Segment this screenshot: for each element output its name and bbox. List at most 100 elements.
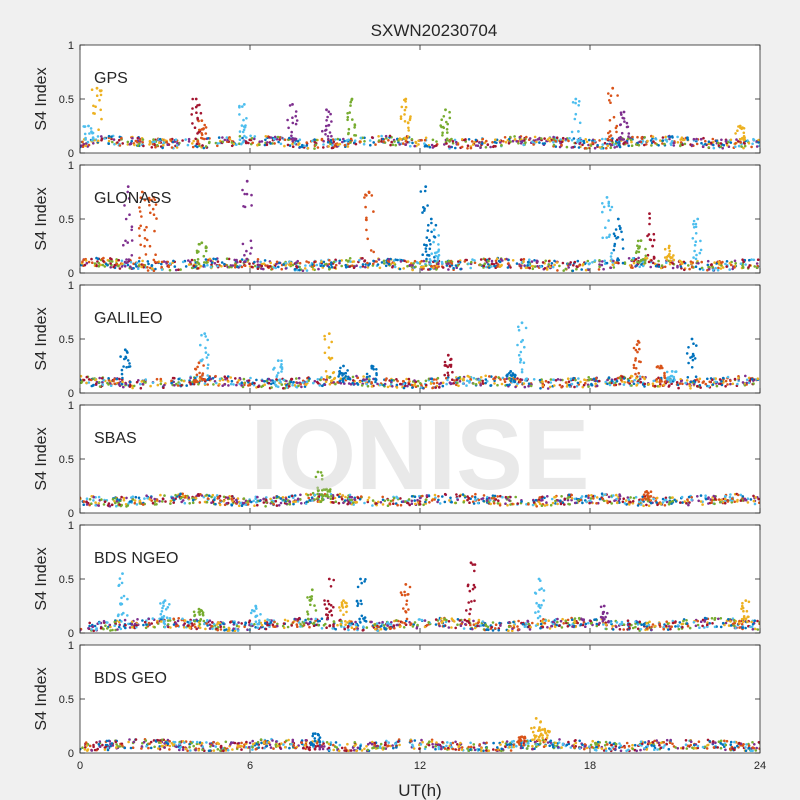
spike-point <box>669 380 672 384</box>
data-point <box>216 142 220 145</box>
data-point <box>237 379 241 382</box>
data-point <box>628 503 631 506</box>
data-point <box>114 497 118 500</box>
data-point <box>422 503 425 507</box>
data-point <box>330 265 334 269</box>
spike-point <box>123 260 127 264</box>
spike-point <box>652 238 656 242</box>
spike-point <box>316 486 320 490</box>
data-point <box>134 139 138 143</box>
data-point <box>153 503 157 506</box>
data-point <box>689 387 692 390</box>
spike-point <box>607 204 611 208</box>
spike-point <box>622 117 626 120</box>
spike-point <box>692 219 696 223</box>
data-point <box>643 382 647 386</box>
data-point <box>185 384 188 387</box>
data-point <box>269 136 273 139</box>
data-point <box>194 377 197 380</box>
data-point <box>371 499 375 502</box>
data-point <box>358 259 361 262</box>
data-point <box>182 494 185 498</box>
data-point <box>550 497 554 501</box>
data-point <box>518 135 522 139</box>
spike-peak-point <box>126 185 130 189</box>
data-point <box>715 139 718 143</box>
data-point <box>604 137 607 141</box>
spike-point <box>516 343 519 347</box>
spike-point <box>601 202 604 205</box>
spike-point <box>623 120 626 123</box>
data-point <box>236 260 239 264</box>
data-point <box>414 502 417 506</box>
data-point <box>353 627 356 631</box>
data-point <box>291 263 295 267</box>
data-point <box>420 138 423 142</box>
data-point <box>681 501 684 504</box>
data-point <box>407 140 411 144</box>
data-point <box>141 503 145 506</box>
spike-peak-point <box>690 337 694 341</box>
data-point <box>466 379 469 383</box>
data-point <box>505 383 509 387</box>
data-point <box>427 268 430 271</box>
data-point <box>683 142 687 146</box>
data-point <box>507 264 511 267</box>
data-point <box>187 496 190 499</box>
data-point <box>687 264 690 267</box>
data-point <box>704 494 707 498</box>
data-point <box>410 622 413 625</box>
data-point <box>365 377 369 381</box>
data-point <box>718 378 722 381</box>
data-point <box>118 377 121 381</box>
spike-point <box>692 342 695 346</box>
data-point <box>680 136 684 139</box>
data-point <box>118 267 122 270</box>
data-point <box>355 264 358 268</box>
data-point <box>128 383 132 387</box>
data-point <box>571 269 575 273</box>
data-point <box>756 258 760 262</box>
data-point <box>613 146 616 149</box>
data-point <box>627 379 630 383</box>
data-point <box>230 498 233 501</box>
data-point <box>325 626 328 629</box>
data-point <box>741 495 745 498</box>
data-point <box>377 139 381 142</box>
data-point <box>395 386 399 389</box>
data-point <box>245 136 248 139</box>
spike-point <box>313 498 316 501</box>
data-point <box>229 376 232 379</box>
data-point <box>263 143 267 147</box>
data-point <box>147 262 150 266</box>
data-point <box>605 146 608 150</box>
spike-point <box>347 377 350 381</box>
data-point <box>162 143 165 147</box>
data-point <box>724 497 727 501</box>
data-point <box>604 380 607 384</box>
data-point <box>686 498 689 501</box>
data-point <box>190 266 194 270</box>
data-point <box>569 377 573 381</box>
data-point <box>565 145 569 149</box>
data-point <box>563 503 566 506</box>
data-point <box>299 382 302 386</box>
data-point <box>361 136 365 140</box>
spike-point <box>604 226 607 229</box>
data-point <box>757 497 760 501</box>
spike-point <box>291 116 294 119</box>
data-point <box>272 496 276 500</box>
data-point <box>752 494 755 498</box>
spike-point <box>608 99 611 102</box>
data-point <box>595 502 598 505</box>
data-point <box>331 138 335 141</box>
data-point <box>603 141 607 145</box>
data-point <box>312 264 316 268</box>
data-point <box>306 493 310 497</box>
spike-peak-point <box>696 217 700 221</box>
spike-peak-point <box>194 97 198 101</box>
data-point <box>493 140 497 144</box>
data-point <box>332 620 336 624</box>
spike-peak-point <box>87 124 90 128</box>
spike-point <box>669 255 672 259</box>
